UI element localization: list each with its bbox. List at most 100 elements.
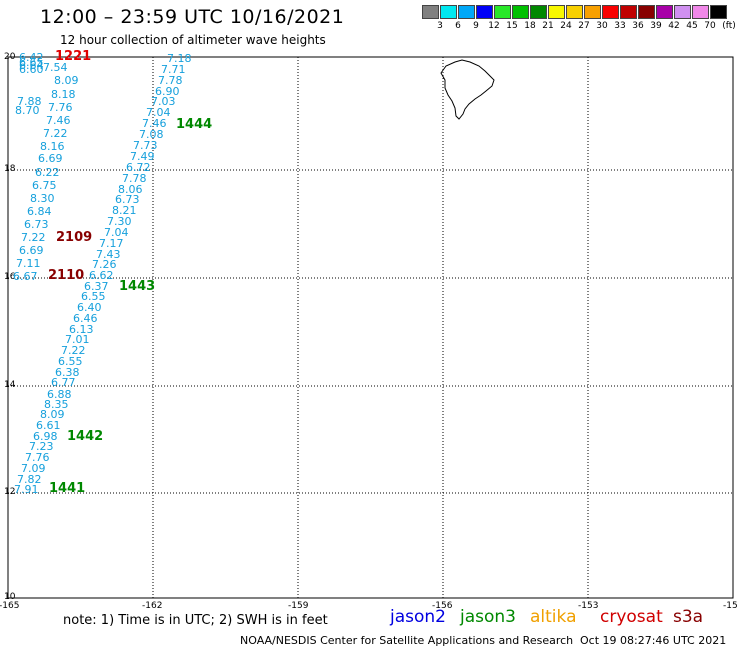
- wave-height-value: 7.76: [25, 451, 50, 464]
- legend-swatch: [710, 5, 727, 19]
- legend-label: 45: [686, 21, 698, 31]
- wave-height-value: 7.71: [161, 63, 186, 76]
- wave-height-value: 6.46: [73, 312, 98, 325]
- wave-height-value: 7.11: [16, 257, 41, 270]
- wave-height-value: 7.82: [17, 473, 42, 486]
- wave-height-value: 7.30: [107, 215, 132, 228]
- wave-height-value: 7.46: [142, 117, 167, 130]
- lat-label: 14: [4, 380, 16, 390]
- legend-label: 3: [437, 21, 443, 31]
- wave-height-value: 7.03: [151, 95, 176, 108]
- wave-height-value: 7.04: [104, 226, 129, 239]
- wave-height-value: 7.04: [146, 106, 171, 119]
- legend-swatch: [422, 5, 439, 19]
- legend-label: 39: [650, 21, 662, 31]
- legend-swatch: [656, 5, 673, 19]
- wave-height-value: 6.84: [27, 205, 52, 218]
- color-legend: [422, 5, 728, 19]
- wave-height-value: 6.88: [47, 388, 72, 401]
- legend-swatch: [440, 5, 457, 19]
- wave-height-value: 7.18: [167, 52, 192, 65]
- pass-label: 1441: [49, 481, 86, 496]
- lon-label: -153: [578, 601, 599, 611]
- wave-height-value: 6.22: [35, 166, 60, 179]
- legend-swatch: [674, 5, 691, 19]
- map-frame: [7, 56, 734, 599]
- wave-height-value: 8.16: [40, 140, 65, 153]
- wave-height-value: 7.46: [46, 114, 71, 127]
- wave-height-value: 7.76: [48, 101, 73, 114]
- generated-timestamp: Oct 19 08:27:46 UTC 2021: [580, 634, 727, 647]
- legend-swatch: [476, 5, 493, 19]
- legend-label: 6: [455, 21, 461, 31]
- satellite-legend-altika: altika: [530, 607, 577, 627]
- wave-height-value: 8.09: [54, 74, 79, 87]
- satellite-legend-s3a: s3a: [673, 607, 704, 627]
- legend-label: 42: [668, 21, 680, 31]
- wave-height-value: 6.38: [55, 366, 80, 379]
- legend-label: 12: [488, 21, 500, 31]
- legend-label: 15: [506, 21, 518, 31]
- credit-line: NOAA/NESDIS Center for Satellite Applica…: [240, 634, 574, 647]
- wave-height-value: 6.90: [155, 85, 180, 98]
- wave-height-value: 7.78: [158, 74, 183, 87]
- legend-swatch: [638, 5, 655, 19]
- wave-height-value: 7.54: [43, 61, 68, 74]
- wave-height-value: 6.42: [19, 51, 44, 64]
- legend-swatch: [602, 5, 619, 19]
- legend-swatch: [512, 5, 529, 19]
- wave-height-value: 6.77: [51, 376, 76, 389]
- legend-label: 18: [524, 21, 536, 31]
- satellite-legend-cryosat: cryosat: [600, 607, 663, 627]
- wave-height-value: 7.22: [61, 344, 86, 357]
- legend-swatch: [584, 5, 601, 19]
- page-title: 12:00 – 23:59 UTC 10/16/2021: [40, 6, 345, 28]
- legend-label: 9: [473, 21, 479, 31]
- wave-height-value: 7.08: [139, 128, 164, 141]
- pass-label: 1221: [55, 49, 92, 64]
- wave-height-value: 7.26: [92, 258, 117, 271]
- wave-height-value: 6.37: [84, 280, 109, 293]
- satellite-legend-jason2: jason2: [390, 607, 446, 627]
- wave-height-value: 7.73: [133, 139, 158, 152]
- wave-height-value: 7.22: [21, 231, 46, 244]
- legend-swatch: [692, 5, 709, 19]
- wave-height-value: 7.91: [14, 483, 39, 496]
- wave-height-value: 7.23: [29, 440, 54, 453]
- legend-unit: (ft): [722, 21, 736, 31]
- wave-height-value: 6.98: [33, 430, 58, 443]
- page-subtitle: 12 hour collection of altimeter wave hei…: [60, 33, 326, 47]
- lat-label: 12: [4, 487, 16, 497]
- wave-height-value: 7.43: [96, 248, 121, 261]
- lat-label: 20: [4, 52, 16, 62]
- legend-label: 30: [596, 21, 608, 31]
- wave-height-value: 6.75: [32, 179, 57, 192]
- lon-label: -156: [432, 601, 453, 611]
- wave-height-value: 6.40: [77, 301, 102, 314]
- wave-height-value: 6.73: [24, 218, 49, 231]
- wave-height-value: 8.35: [44, 398, 69, 411]
- wave-height-value: 6.65: [19, 56, 44, 69]
- wave-height-value: 6.55: [81, 290, 106, 303]
- wave-height-value: 6.62: [89, 269, 114, 282]
- lon-label: -15: [723, 601, 738, 611]
- wave-height-value: 6.61: [36, 419, 61, 432]
- wave-height-value: 7.88: [17, 95, 42, 108]
- wave-height-value: 7.22: [43, 127, 68, 140]
- pass-label: 1444: [176, 117, 213, 132]
- pass-label: 2109: [56, 230, 93, 245]
- wave-height-value: 6.69: [38, 152, 63, 165]
- wave-height-value: 7.49: [130, 150, 155, 163]
- legend-label: 27: [578, 21, 590, 31]
- wave-height-value: 6.72: [126, 161, 151, 174]
- grid-lines: [8, 57, 733, 598]
- legend-swatch: [458, 5, 475, 19]
- legend-label: 33: [614, 21, 626, 31]
- wave-height-value: 8.09: [40, 408, 65, 421]
- big-island-coastline: [440, 59, 495, 120]
- wave-height-value: 7.78: [122, 172, 147, 185]
- footnote: note: 1) Time is in UTC; 2) SWH is in fe…: [63, 613, 328, 628]
- legend-swatch: [530, 5, 547, 19]
- wave-height-value: 8.30: [30, 192, 55, 205]
